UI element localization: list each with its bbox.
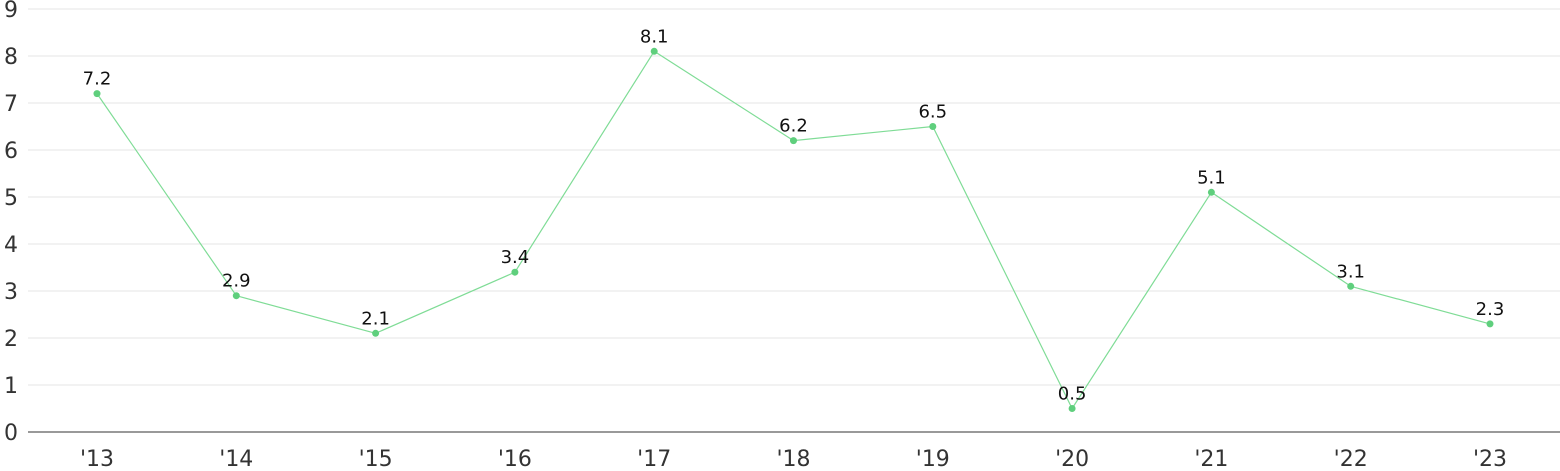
x-tick-label: '15 <box>359 447 393 471</box>
x-tick-label: '19 <box>916 447 950 471</box>
y-tick-label: 8 <box>4 45 18 70</box>
data-label: 6.5 <box>918 102 947 123</box>
x-tick-label: '21 <box>1194 447 1228 471</box>
x-tick-label: '23 <box>1473 447 1507 471</box>
x-tick-label: '20 <box>1055 447 1089 471</box>
x-tick-label: '22 <box>1334 447 1368 471</box>
data-label: 6.2 <box>779 116 808 137</box>
series-line <box>96 50 1491 410</box>
data-point <box>511 268 519 276</box>
data-label: 5.1 <box>1197 167 1226 188</box>
data-label: 3.4 <box>501 247 530 268</box>
data-point <box>1486 320 1494 328</box>
data-point <box>93 90 101 98</box>
y-tick-label: 5 <box>4 186 18 211</box>
data-label: 0.5 <box>1058 384 1087 405</box>
y-tick-label: 7 <box>4 92 18 117</box>
data-label: 2.9 <box>222 271 251 292</box>
y-tick-label: 0 <box>4 421 18 446</box>
data-point <box>232 292 240 300</box>
data-labels: 7.2 2.9 2.1 3.4 8.1 6.2 6.5 0.5 5.1 3.1 2.3 <box>83 26 1505 404</box>
y-tick-label: 6 <box>4 139 18 164</box>
x-tick-label: '17 <box>637 447 671 471</box>
data-point <box>1068 405 1076 412</box>
y-tick-label: 4 <box>4 233 18 258</box>
x-tick-label: '14 <box>219 447 253 471</box>
x-tick-label: '13 <box>80 447 114 471</box>
y-tick-label: 3 <box>4 280 18 305</box>
y-tick-label: 2 <box>4 327 18 352</box>
x-tick-label: '18 <box>776 447 810 471</box>
series-line-group <box>96 50 1491 410</box>
data-points <box>93 47 1494 412</box>
data-point <box>790 137 797 145</box>
data-point <box>929 123 937 130</box>
data-point <box>372 329 380 337</box>
y-axis-tick-labels: 0 1 2 3 4 5 6 7 8 9 <box>4 0 18 446</box>
y-tick-label: 1 <box>4 374 18 399</box>
data-label: 2.3 <box>1476 299 1505 320</box>
data-point <box>1207 188 1215 196</box>
y-tick-label: 9 <box>4 0 18 23</box>
data-label: 3.1 <box>1336 261 1365 282</box>
data-label: 8.1 <box>640 26 669 47</box>
grid-lines <box>28 8 1560 386</box>
x-tick-label: '16 <box>498 447 532 471</box>
data-label: 7.2 <box>83 69 112 90</box>
data-point <box>650 47 658 55</box>
data-point <box>1347 282 1355 290</box>
data-label: 2.1 <box>361 308 390 329</box>
x-axis-tick-labels: '13 '14 '15 '16 '17 '18 '19 '20 '21 '22 '23 <box>80 447 1507 471</box>
